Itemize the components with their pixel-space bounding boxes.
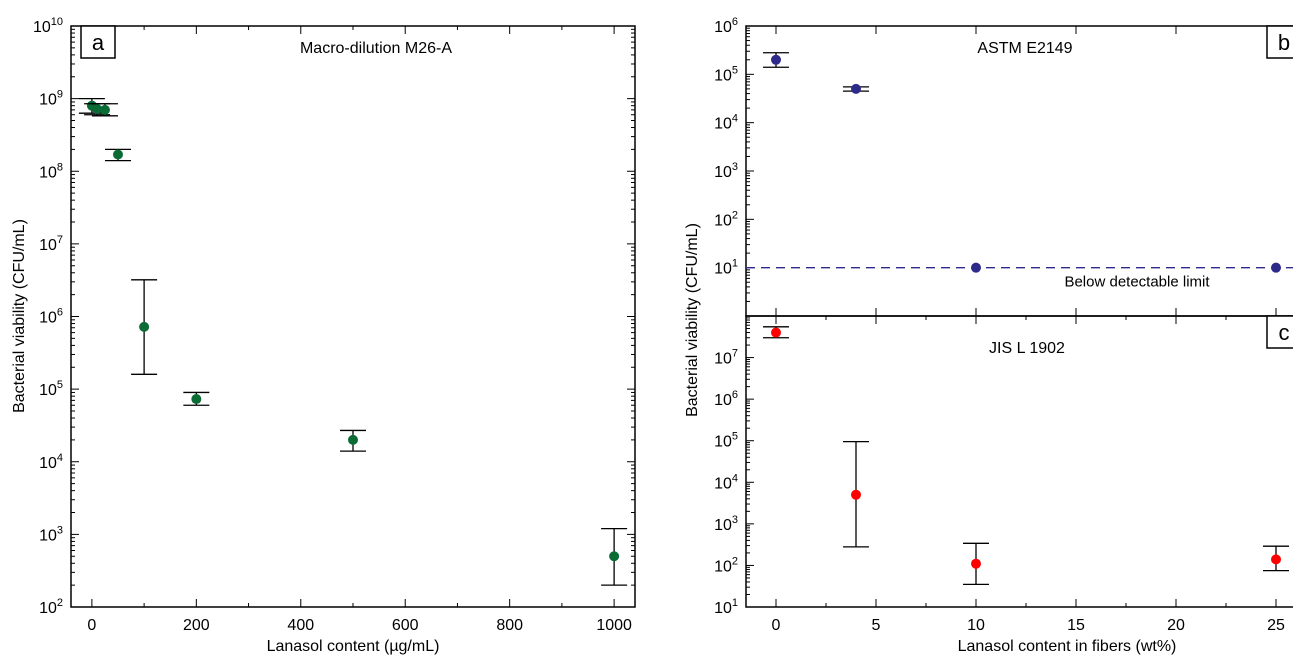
panel-c-marks bbox=[763, 326, 1289, 586]
y-tick-label: 106 bbox=[714, 16, 738, 36]
data-point bbox=[971, 262, 981, 273]
data-point bbox=[971, 558, 981, 569]
y-tick-label: 103 bbox=[714, 161, 738, 181]
y-tick-label: 105 bbox=[714, 431, 738, 451]
y-tick-label: 103 bbox=[39, 524, 63, 544]
panel-b-title: ASTM E2149 bbox=[977, 40, 1072, 57]
y-tick-label: 104 bbox=[39, 452, 63, 472]
panel-a-marks bbox=[78, 97, 628, 586]
x-tick-label: 200 bbox=[183, 617, 210, 634]
y-tick-label: 101 bbox=[714, 258, 738, 278]
y-tick-label: 102 bbox=[714, 209, 738, 229]
y-tick-label: 102 bbox=[39, 597, 63, 617]
panel-b-detection-limit-label: Below detectable limit bbox=[1064, 274, 1210, 291]
data-point bbox=[191, 394, 202, 405]
panel-b-marks bbox=[763, 52, 1281, 273]
panel-a-letter-box bbox=[80, 25, 116, 59]
panel-a-title: Macro-dilution M26-A bbox=[300, 40, 452, 57]
x-tick-label: 800 bbox=[496, 617, 523, 634]
data-point bbox=[139, 321, 150, 332]
x-tick-label: 0 bbox=[772, 617, 781, 634]
panel-c-x-axis-title: Lanasol content in fibers (wt%) bbox=[958, 638, 1177, 655]
x-tick-label: 15 bbox=[1067, 617, 1085, 634]
y-tick-label: 108 bbox=[39, 161, 63, 181]
panel-c: 101 102 103 104 105 106 107 0 5 10 15 20 25 c JIS L … bbox=[714, 315, 1293, 655]
y-tick-label: 104 bbox=[714, 472, 738, 492]
y-tick-label: 105 bbox=[39, 379, 63, 399]
y-tick-label: 105 bbox=[714, 64, 738, 84]
data-point bbox=[99, 104, 110, 115]
x-tick-label: 400 bbox=[287, 617, 314, 634]
panel-b-letter-box bbox=[1266, 25, 1293, 59]
panel-b: 101 102 103 104 105 106 Below detectable limi… bbox=[714, 16, 1293, 317]
y-tick-label: 107 bbox=[714, 348, 738, 368]
data-point bbox=[771, 327, 781, 338]
data-point bbox=[851, 489, 861, 500]
x-tick-label: 1000 bbox=[596, 617, 632, 634]
data-point bbox=[348, 434, 358, 445]
x-tick-label: 10 bbox=[967, 617, 985, 634]
panel-a-letter: a bbox=[92, 30, 105, 55]
data-point bbox=[92, 103, 103, 114]
y-tick-label: 104 bbox=[714, 113, 738, 133]
data-point bbox=[771, 54, 781, 65]
x-tick-label: 20 bbox=[1167, 617, 1185, 634]
panel-a-frame bbox=[70, 25, 636, 608]
panel-c-letter-box bbox=[1266, 315, 1293, 349]
y-tick-label: 106 bbox=[39, 307, 63, 327]
panel-b-letter: b bbox=[1278, 30, 1290, 55]
panel-a-x-axis-title: Lanasol content (µg/mL) bbox=[267, 638, 440, 655]
data-point bbox=[609, 551, 620, 562]
panel-a-y-axis-title: Bacterial viability (CFU/mL) bbox=[11, 219, 28, 413]
x-tick-label: 600 bbox=[392, 617, 419, 634]
y-tick-label: 107 bbox=[39, 234, 63, 254]
data-point bbox=[113, 149, 123, 160]
y-tick-label: 109 bbox=[39, 89, 63, 109]
y-tick-label: 103 bbox=[714, 514, 738, 534]
y-tick-label: 102 bbox=[714, 555, 738, 575]
x-tick-label: 25 bbox=[1267, 617, 1285, 634]
data-point bbox=[1271, 554, 1281, 565]
panel-c-title: JIS L 1902 bbox=[989, 340, 1065, 357]
y-tick-label: 106 bbox=[714, 389, 738, 409]
x-tick-label: 5 bbox=[872, 617, 881, 634]
panel-c-frame bbox=[745, 315, 1293, 608]
data-point bbox=[1271, 262, 1281, 273]
y-tick-label: 101 bbox=[714, 597, 738, 617]
y-tick-label: 1010 bbox=[33, 16, 63, 36]
panel-a-ticks: 102 103 104 105 106 107 108 109 1010 0 200 400 600 80… bbox=[33, 16, 635, 634]
panel-c-letter: c bbox=[1279, 320, 1290, 345]
panel-c-ticks: 101 102 103 104 105 106 107 0 5 10 15 20 25 bbox=[714, 315, 1285, 634]
panel-b-frame bbox=[745, 25, 1293, 317]
data-point bbox=[851, 83, 861, 94]
panel-b-ticks: 101 102 103 104 105 106 bbox=[714, 16, 1277, 317]
right-y-axis-title: Bacterial viability (CFU/mL) bbox=[684, 223, 701, 417]
x-tick-label: 0 bbox=[87, 617, 96, 634]
panel-a: 102 103 104 105 106 107 108 109 1010 0 200 400 600 80… bbox=[11, 16, 636, 655]
